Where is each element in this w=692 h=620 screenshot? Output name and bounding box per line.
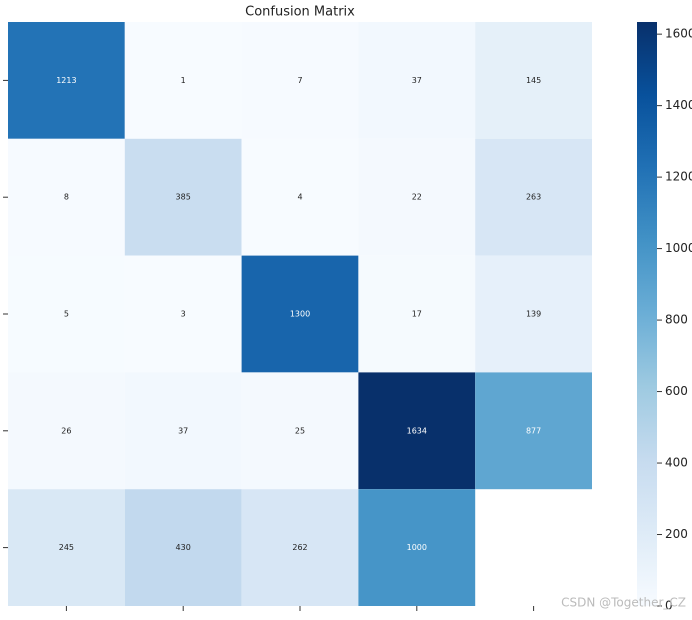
cell-label: 25 [295, 426, 305, 435]
heatmap-cell [475, 255, 592, 373]
colorbar-tick-label: 400 [665, 456, 688, 470]
cell-label: 17 [412, 310, 422, 319]
heatmap-cell [475, 138, 592, 256]
heatmap-cell [358, 255, 476, 373]
heatmap-cell [358, 138, 476, 256]
heatmap-cell [358, 489, 476, 606]
heatmap-cell [124, 489, 242, 606]
watermark: CSDN @Together_CZ [561, 596, 686, 610]
heatmap-cell [241, 22, 359, 139]
cell-label: 430 [176, 543, 191, 552]
cell-label: 139 [526, 310, 541, 319]
cell-label: 26 [61, 426, 71, 435]
cell-label: 5 [64, 310, 69, 319]
heatmap-cell [475, 22, 592, 139]
colorbar-tick-label: 800 [665, 313, 688, 327]
heatmap-cell [475, 372, 592, 490]
cell-label: 1634 [407, 426, 427, 435]
heatmap-cell [8, 489, 125, 606]
heatmap-cell [124, 372, 242, 490]
cell-label: 245 [59, 543, 74, 552]
cell-label: 8 [64, 193, 69, 202]
heatmap-cell [358, 372, 476, 490]
cell-label: 4 [297, 193, 302, 202]
heatmap-cell [241, 138, 359, 256]
heatmap-cell [358, 22, 476, 139]
heatmap-cell [8, 372, 125, 490]
colorbar-tick-label: 1200 [665, 170, 692, 184]
cell-label: 877 [526, 426, 541, 435]
cell-label: 1213 [56, 76, 76, 85]
colorbar-tick-label: 600 [665, 384, 688, 398]
heatmap-cell [241, 489, 359, 606]
colorbar-tick-label: 200 [665, 527, 688, 541]
heatmap-cell [124, 22, 242, 139]
heatmap-cell [8, 22, 125, 139]
cell-label: 1 [181, 76, 186, 85]
colorbar-tick-label: 1600 [665, 27, 692, 41]
cell-label: 1000 [407, 543, 427, 552]
colorbar-tick-label: 1400 [665, 98, 692, 112]
chart-title: Confusion Matrix [245, 5, 355, 20]
heatmap-cell [8, 255, 125, 373]
cell-label: 385 [176, 193, 191, 202]
cell-label: 262 [292, 543, 307, 552]
colorbar [637, 22, 657, 606]
cell-label: 22 [412, 193, 422, 202]
cell-label: 145 [526, 76, 541, 85]
heatmap-cell [124, 255, 242, 373]
cell-label: 263 [526, 193, 541, 202]
heatmap-cell [241, 372, 359, 490]
heatmap-cell [8, 138, 125, 256]
cell-label: 7 [297, 76, 302, 85]
cell-label: 37 [178, 426, 188, 435]
colorbar-tick-label: 0 [665, 599, 673, 613]
cell-label: 1300 [290, 310, 310, 319]
heatmap-cell [124, 138, 242, 256]
heatmap-cell [241, 255, 359, 373]
colorbar-tick-label: 1000 [665, 241, 692, 255]
cell-label: 37 [412, 76, 422, 85]
cell-label: 3 [181, 310, 186, 319]
